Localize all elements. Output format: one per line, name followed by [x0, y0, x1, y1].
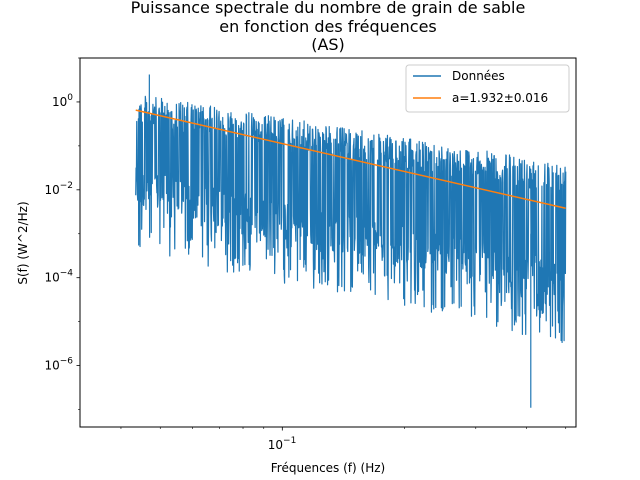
title-line-3: (AS) [311, 35, 345, 54]
x-axis-label: Fréquences (f) (Hz) [271, 461, 385, 475]
legend-label-fit: a=1.932±0.016 [452, 91, 548, 105]
y-tick-label: 10−2 [44, 181, 73, 197]
series-donnees-line [135, 74, 567, 408]
y-tick-label: 10−4 [44, 269, 73, 285]
fit-layer [135, 109, 566, 210]
series-fit-line [135, 109, 566, 210]
title-line-1: Puissance spectrale du nombre de grain d… [131, 0, 526, 17]
x-tick-label: 10−1 [268, 436, 297, 452]
legend: Données a=1.932±0.016 [405, 64, 570, 113]
legend-box [405, 64, 570, 113]
y-tick-label: 10−6 [44, 357, 73, 373]
chart-title: Puissance spectrale du nombre de grain d… [131, 0, 526, 54]
x-axis: 10−1 [120, 427, 567, 452]
y-axis-label: S(f) (W^2/Hz) [16, 201, 30, 284]
y-axis: 10−6 10−4 10−2 100 [44, 57, 80, 410]
title-line-2: en fonction des fréquences [219, 17, 437, 36]
plot-data-layer [135, 74, 567, 408]
legend-label-donnees: Données [452, 69, 505, 83]
plot-frame [79, 57, 577, 428]
y-tick-label: 100 [52, 93, 73, 109]
